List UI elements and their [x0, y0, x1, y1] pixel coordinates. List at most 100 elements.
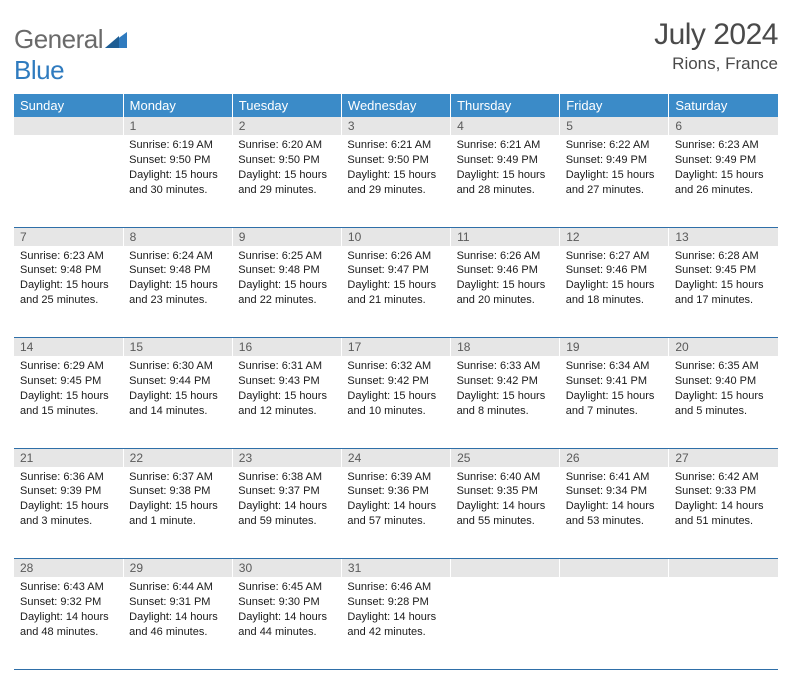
sun-data-line: Sunset: 9:42 PM [347, 374, 444, 389]
day-number-cell: 13 [669, 227, 778, 246]
sun-data-line: and 12 minutes. [238, 404, 335, 419]
day-number-cell: 28 [14, 559, 123, 578]
sun-data-line: Daylight: 15 hours [129, 168, 226, 183]
sun-data-line: Sunrise: 6:40 AM [457, 470, 554, 485]
sun-data-line: Daylight: 15 hours [457, 389, 554, 404]
sun-data-line: Sunset: 9:30 PM [238, 595, 335, 610]
sun-data-line: and 51 minutes. [675, 514, 772, 529]
day-cell-content: Sunrise: 6:33 AMSunset: 9:42 PMDaylight:… [451, 356, 560, 422]
day-cell: Sunrise: 6:28 AMSunset: 9:45 PMDaylight:… [669, 246, 778, 338]
sun-data-line: Sunrise: 6:38 AM [238, 470, 335, 485]
sun-data-line: and 1 minute. [129, 514, 226, 529]
sun-data-line: Sunrise: 6:34 AM [566, 359, 663, 374]
sun-data-line: Sunrise: 6:41 AM [566, 470, 663, 485]
day-cell: Sunrise: 6:46 AMSunset: 9:28 PMDaylight:… [341, 577, 450, 669]
sun-data-line: Daylight: 15 hours [675, 168, 772, 183]
sun-data-line: Sunrise: 6:27 AM [566, 249, 663, 264]
sun-data-line: Sunset: 9:28 PM [347, 595, 444, 610]
sun-data-line: Sunrise: 6:19 AM [129, 138, 226, 153]
sun-data-line: Sunset: 9:50 PM [347, 153, 444, 168]
sun-data-line: Sunrise: 6:22 AM [566, 138, 663, 153]
sun-data-line: Daylight: 15 hours [457, 278, 554, 293]
weekday-header-row: Sunday Monday Tuesday Wednesday Thursday… [14, 94, 778, 117]
sun-data-line: Daylight: 15 hours [675, 278, 772, 293]
day-cell: Sunrise: 6:26 AMSunset: 9:46 PMDaylight:… [451, 246, 560, 338]
day-cell-content: Sunrise: 6:21 AMSunset: 9:49 PMDaylight:… [451, 135, 560, 201]
sun-data-line: Sunset: 9:36 PM [347, 484, 444, 499]
col-wednesday: Wednesday [341, 94, 450, 117]
sun-data-line: Sunrise: 6:37 AM [129, 470, 226, 485]
sun-data-line: and 18 minutes. [566, 293, 663, 308]
day-number-cell [669, 559, 778, 578]
day-content-row: Sunrise: 6:36 AMSunset: 9:39 PMDaylight:… [14, 467, 778, 559]
sun-data-line: Sunset: 9:41 PM [566, 374, 663, 389]
day-cell-content: Sunrise: 6:21 AMSunset: 9:50 PMDaylight:… [341, 135, 450, 201]
day-cell-content: Sunrise: 6:30 AMSunset: 9:44 PMDaylight:… [123, 356, 232, 422]
sun-data-line: Sunrise: 6:42 AM [675, 470, 772, 485]
day-number-row: 28293031 [14, 559, 778, 578]
day-number-row: 78910111213 [14, 227, 778, 246]
sun-data-line: Sunrise: 6:28 AM [675, 249, 772, 264]
day-cell-content: Sunrise: 6:27 AMSunset: 9:46 PMDaylight:… [560, 246, 669, 312]
sun-data-line: Sunrise: 6:26 AM [457, 249, 554, 264]
sun-data-line: and 26 minutes. [675, 183, 772, 198]
day-cell-content: Sunrise: 6:42 AMSunset: 9:33 PMDaylight:… [669, 467, 778, 533]
sun-data-line: Daylight: 15 hours [566, 389, 663, 404]
sun-data-line: Sunset: 9:37 PM [238, 484, 335, 499]
day-number-cell: 27 [669, 448, 778, 467]
day-cell-content: Sunrise: 6:40 AMSunset: 9:35 PMDaylight:… [451, 467, 560, 533]
sun-data-line: and 48 minutes. [20, 625, 117, 640]
day-cell: Sunrise: 6:24 AMSunset: 9:48 PMDaylight:… [123, 246, 232, 338]
day-number-cell: 2 [232, 117, 341, 135]
sun-data-line: Daylight: 15 hours [20, 278, 117, 293]
sun-data-line: Daylight: 15 hours [238, 278, 335, 293]
day-number-cell: 10 [341, 227, 450, 246]
day-number-cell [560, 559, 669, 578]
day-cell: Sunrise: 6:39 AMSunset: 9:36 PMDaylight:… [341, 467, 450, 559]
day-cell-content [14, 135, 123, 142]
sun-data-line: Sunset: 9:48 PM [238, 263, 335, 278]
day-cell-content: Sunrise: 6:45 AMSunset: 9:30 PMDaylight:… [232, 577, 341, 643]
day-cell-content: Sunrise: 6:29 AMSunset: 9:45 PMDaylight:… [14, 356, 123, 422]
day-cell-content: Sunrise: 6:20 AMSunset: 9:50 PMDaylight:… [232, 135, 341, 201]
sun-data-line: Daylight: 14 hours [566, 499, 663, 514]
day-number-row: 14151617181920 [14, 338, 778, 357]
sun-data-line: Daylight: 15 hours [566, 278, 663, 293]
sun-data-line: and 3 minutes. [20, 514, 117, 529]
day-cell: Sunrise: 6:19 AMSunset: 9:50 PMDaylight:… [123, 135, 232, 227]
sun-data-line: Daylight: 15 hours [675, 389, 772, 404]
day-number-cell: 11 [451, 227, 560, 246]
day-number-cell: 31 [341, 559, 450, 578]
sun-data-line: Sunset: 9:48 PM [129, 263, 226, 278]
sun-data-line: and 14 minutes. [129, 404, 226, 419]
day-cell: Sunrise: 6:27 AMSunset: 9:46 PMDaylight:… [560, 246, 669, 338]
day-number-cell [14, 117, 123, 135]
logo-text: GeneralBlue [14, 24, 127, 86]
month-title: July 2024 [654, 18, 778, 52]
day-cell-content: Sunrise: 6:38 AMSunset: 9:37 PMDaylight:… [232, 467, 341, 533]
location-label: Rions, France [654, 54, 778, 74]
sun-data-line: and 23 minutes. [129, 293, 226, 308]
sun-data-line: and 42 minutes. [347, 625, 444, 640]
calendar-body: 123456Sunrise: 6:19 AMSunset: 9:50 PMDay… [14, 117, 778, 669]
day-cell-content: Sunrise: 6:44 AMSunset: 9:31 PMDaylight:… [123, 577, 232, 643]
day-number-cell: 19 [560, 338, 669, 357]
sun-data-line: Daylight: 15 hours [347, 168, 444, 183]
day-number-cell: 30 [232, 559, 341, 578]
day-content-row: Sunrise: 6:19 AMSunset: 9:50 PMDaylight:… [14, 135, 778, 227]
day-cell: Sunrise: 6:21 AMSunset: 9:49 PMDaylight:… [451, 135, 560, 227]
day-cell-content: Sunrise: 6:37 AMSunset: 9:38 PMDaylight:… [123, 467, 232, 533]
day-content-row: Sunrise: 6:43 AMSunset: 9:32 PMDaylight:… [14, 577, 778, 669]
day-cell: Sunrise: 6:35 AMSunset: 9:40 PMDaylight:… [669, 356, 778, 448]
sun-data-line: and 28 minutes. [457, 183, 554, 198]
day-cell [451, 577, 560, 669]
sun-data-line: Sunrise: 6:43 AM [20, 580, 117, 595]
sun-data-line: Sunset: 9:42 PM [457, 374, 554, 389]
sun-data-line: Sunrise: 6:46 AM [347, 580, 444, 595]
day-cell-content: Sunrise: 6:32 AMSunset: 9:42 PMDaylight:… [341, 356, 450, 422]
sun-data-line: Sunrise: 6:20 AM [238, 138, 335, 153]
sun-data-line: Sunset: 9:49 PM [457, 153, 554, 168]
sun-data-line: and 5 minutes. [675, 404, 772, 419]
day-cell-content: Sunrise: 6:46 AMSunset: 9:28 PMDaylight:… [341, 577, 450, 643]
day-cell: Sunrise: 6:34 AMSunset: 9:41 PMDaylight:… [560, 356, 669, 448]
